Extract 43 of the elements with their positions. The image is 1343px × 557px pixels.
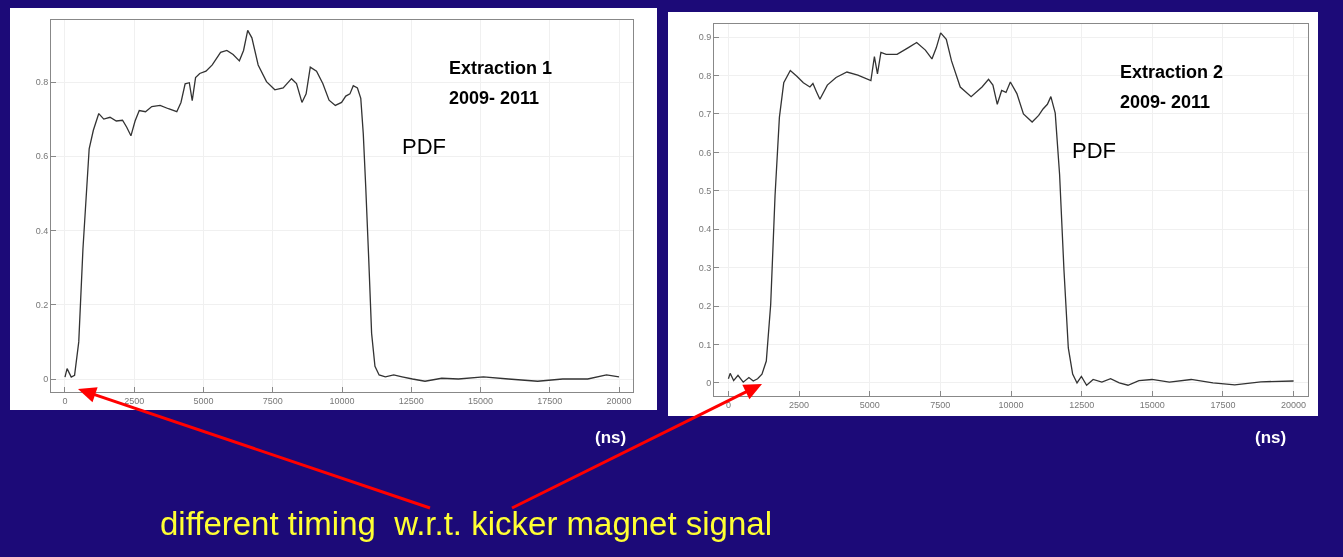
y-tick-label: 0.2 (698, 301, 712, 312)
x-tick-label: 0 (725, 399, 731, 410)
y-tick-label: 0.2 (35, 299, 49, 310)
x-tick-label: 10000 (329, 395, 355, 406)
annotation: Extraction 2 (1120, 62, 1224, 82)
y-tick-label: 0.4 (35, 225, 49, 236)
x-tick-label: 20000 (1281, 399, 1307, 410)
x-tick-label: 12500 (398, 395, 424, 406)
line-series (64, 29, 620, 382)
x-tick-label: 12500 (1069, 399, 1095, 410)
x-tick-label: 17500 (537, 395, 563, 406)
y-tick-label: 0.3 (698, 262, 712, 273)
y-tick-label: 0 (706, 378, 712, 389)
x-axis-title: (ns) (595, 428, 627, 448)
x-axis-title: (ns) (1255, 428, 1287, 448)
x-tick-label: 2500 (124, 395, 145, 406)
y-tick-label: 0.6 (698, 147, 712, 158)
x-tick-label: 15000 (467, 395, 494, 406)
annotation: PDF (1072, 138, 1116, 163)
x-tick-label: 7500 (262, 395, 283, 406)
y-tick-label: 0.4 (698, 224, 712, 235)
annotation: Extraction 1 (449, 58, 553, 78)
x-tick-label: 15000 (1139, 399, 1165, 410)
y-tick-label: 0.7 (698, 109, 712, 120)
y-tick-label: 0.8 (35, 77, 49, 88)
y-tick-label: 0.5 (698, 185, 712, 196)
y-tick-label: 0 (43, 374, 49, 385)
x-tick-label: 0 (62, 395, 68, 406)
x-tick-label: 20000 (606, 395, 632, 406)
annotation: 2009- 2011 (1120, 92, 1211, 112)
x-tick-label: 7500 (930, 399, 951, 410)
y-tick-label: 0.1 (698, 339, 712, 350)
y-tick-label: 0.9 (698, 32, 712, 43)
x-tick-label: 5000 (193, 395, 214, 406)
x-tick-label: 5000 (859, 399, 880, 410)
x-tick-label: 10000 (998, 399, 1024, 410)
annotation: 2009- 2011 (449, 88, 540, 108)
annotation: PDF (402, 134, 446, 159)
x-tick-label: 2500 (789, 399, 810, 410)
text: different timing w.r.t. kicker magnet signal (160, 505, 772, 543)
y-tick-label: 0.8 (698, 70, 712, 81)
x-tick-label: 17500 (1210, 399, 1236, 410)
y-tick-label: 0.6 (35, 151, 49, 162)
